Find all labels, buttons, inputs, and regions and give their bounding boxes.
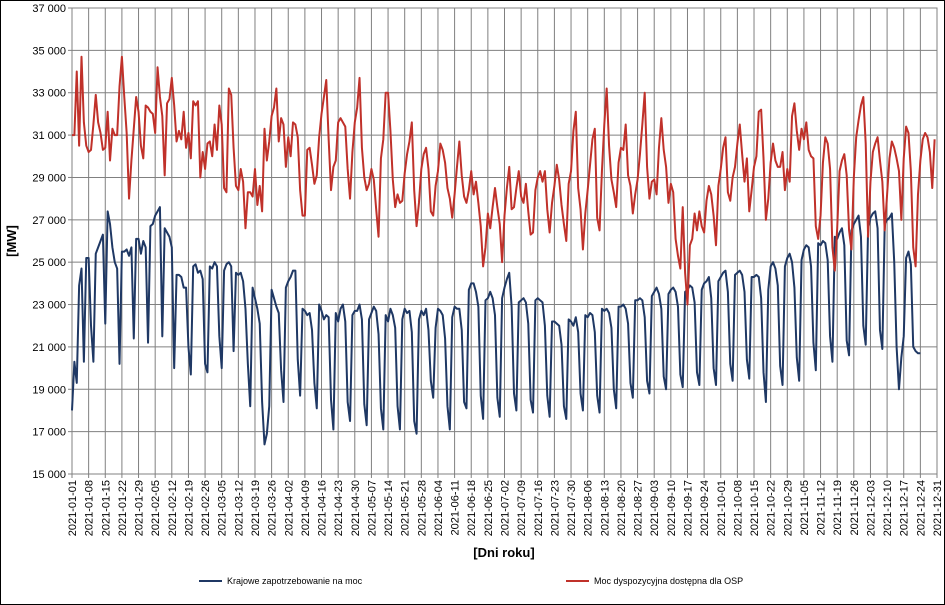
x-tick-label: 2021-04-16 (317, 480, 329, 536)
series-lines (71, 55, 936, 446)
x-tick-label: 2021-11-19 (832, 480, 844, 535)
series-0 (71, 206, 921, 446)
y-axis-ticks: 15 000 17 000 19 000 21 000 23 000 25 000 27 0… (32, 3, 72, 481)
y-axis-title: [MW] (4, 225, 19, 257)
x-axis-ticks: 2021-01-01 2021-01-08 2021-01-15 2021-01-22… (67, 474, 944, 536)
y-tick-label: 27 000 (32, 215, 66, 227)
y-tick-label: 37 000 (32, 3, 66, 15)
x-tick-label: 2021-07-30 (566, 480, 578, 536)
x-tick-label: 2021-05-14 (383, 480, 395, 536)
x-tick-label: 2021-06-04 (433, 480, 445, 536)
x-tick-label: 2021-01-15 (100, 480, 112, 536)
x-tick-label: 2021-12-17 (899, 480, 911, 536)
x-tick-label: 2021-02-26 (200, 480, 212, 536)
x-tick-label: 2021-12-24 (915, 480, 927, 536)
x-tick-label: 2021-09-17 (682, 480, 694, 536)
x-tick-label: 2021-09-24 (699, 480, 711, 536)
x-tick-label: 2021-03-12 (233, 480, 245, 536)
x-tick-label: 2021-09-03 (649, 480, 661, 536)
y-tick-label: 19 000 (32, 384, 66, 396)
x-tick-label: 2021-12-03 (865, 480, 877, 536)
x-tick-label: 2021-11-26 (849, 480, 861, 535)
y-tick-label: 21 000 (32, 342, 66, 354)
x-tick-label: 2021-01-01 (67, 480, 79, 536)
x-tick-label: 2021-03-26 (267, 480, 279, 536)
x-tick-label: 2021-01-29 (134, 480, 146, 536)
x-tick-label: 2021-08-27 (633, 480, 645, 536)
x-tick-label: 2021-08-06 (583, 480, 595, 536)
x-tick-label: 2021-05-07 (366, 480, 378, 536)
y-tick-label: 33 000 (32, 88, 66, 100)
x-tick-label: 2021-05-28 (416, 480, 428, 536)
x-tick-label: 2021-03-05 (217, 480, 229, 536)
x-tick-label: 2021-07-02 (500, 480, 512, 536)
x-tick-label: 2021-12-31 (932, 480, 944, 536)
x-tick-label: 2021-10-01 (716, 480, 728, 536)
x-tick-label: 2021-02-12 (167, 480, 179, 536)
x-tick-label: 2021-08-20 (616, 480, 628, 536)
legend: Krajowe zapotrzebowanie na moc Moc dyspo… (199, 576, 743, 586)
x-tick-label: 2021-04-02 (283, 480, 295, 536)
x-tick-label: 2021-11-12 (816, 480, 828, 535)
legend-label-demand: Krajowe zapotrzebowanie na moc (227, 576, 363, 586)
y-tick-label: 29 000 (32, 172, 66, 184)
x-tick-label: 2021-09-10 (666, 480, 678, 536)
x-tick-label: 2021-03-19 (250, 480, 262, 536)
x-tick-label: 2021-07-16 (533, 480, 545, 536)
x-tick-label: 2021-02-19 (183, 480, 195, 536)
gridlines (71, 7, 938, 475)
y-tick-label: 25 000 (32, 257, 66, 269)
x-tick-label: 2021-01-22 (117, 480, 129, 536)
x-tick-label: 2021-04-09 (300, 480, 312, 536)
x-axis-title: [Dni roku] (473, 545, 534, 560)
x-tick-label: 2021-11-05 (799, 480, 811, 535)
series-line-1 (72, 55, 936, 306)
x-tick-label: 2021-04-30 (350, 480, 362, 536)
x-tick-label: 2021-10-22 (766, 480, 778, 536)
legend-label-available: Moc dyspozycyjna dostępna dla OSP (594, 576, 743, 586)
x-tick-label: 2021-06-18 (466, 480, 478, 536)
x-tick-label: 2021-08-13 (599, 480, 611, 536)
y-tick-label: 15 000 (32, 469, 66, 481)
y-tick-label: 17 000 (32, 427, 66, 439)
x-tick-label: 2021-01-08 (84, 480, 96, 536)
y-tick-label: 23 000 (32, 300, 66, 312)
x-tick-label: 2021-12-10 (882, 480, 894, 536)
x-tick-label: 2021-10-29 (782, 480, 794, 536)
y-tick-label: 31 000 (32, 130, 66, 142)
series-1 (72, 55, 936, 306)
y-tick-label: 35 000 (32, 45, 66, 57)
x-tick-label: 2021-10-08 (732, 480, 744, 536)
x-tick-label: 2021-02-05 (150, 480, 162, 536)
x-tick-label: 2021-06-25 (483, 480, 495, 536)
x-tick-label: 2021-10-15 (749, 480, 761, 536)
x-tick-label: 2021-06-11 (450, 480, 462, 535)
x-tick-label: 2021-04-23 (333, 480, 345, 536)
x-tick-label: 2021-05-21 (400, 480, 412, 536)
x-tick-label: 2021-07-23 (549, 480, 561, 536)
series-line-0 (71, 206, 921, 446)
x-tick-label: 2021-07-09 (516, 480, 528, 536)
